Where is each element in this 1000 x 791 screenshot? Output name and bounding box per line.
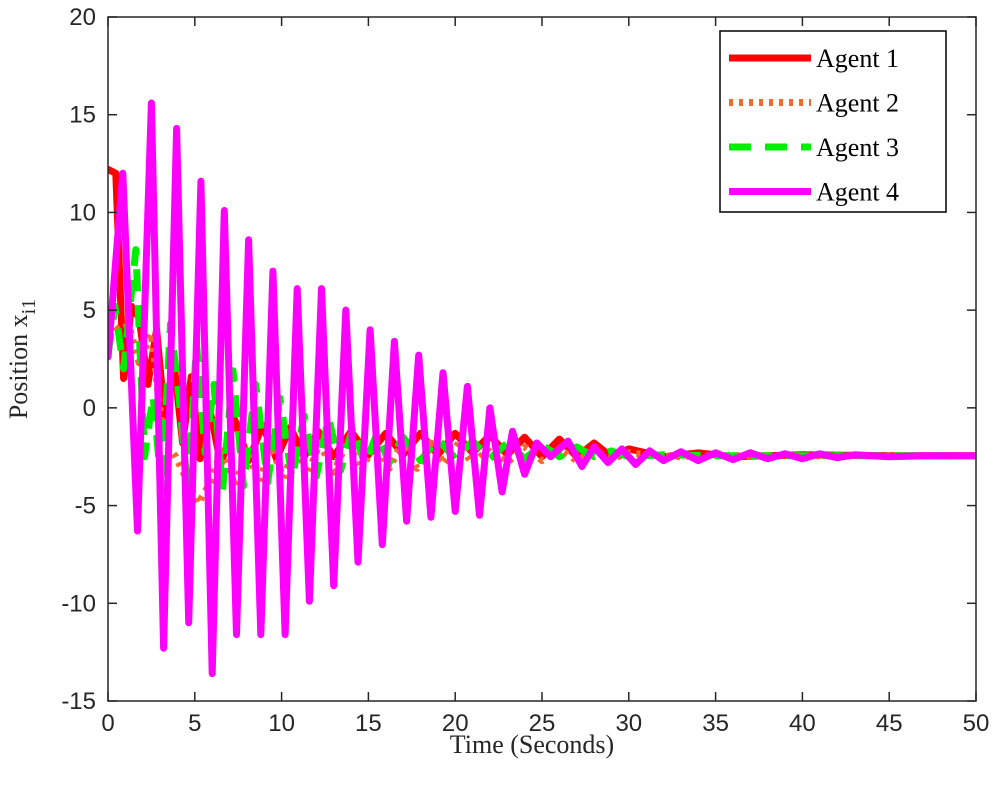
- series-layer: [108, 99, 976, 678]
- x-tick-label: 10: [268, 710, 295, 737]
- x-tick-label: 5: [188, 710, 201, 737]
- y-axis-title: Position x: [4, 314, 33, 419]
- legend-label-agent-2: Agent 2: [816, 89, 899, 118]
- series-line-agent-4: [108, 99, 976, 678]
- y-tick-label: -10: [61, 590, 96, 617]
- tick-marks: [107, 16, 977, 702]
- y-tick-label: 5: [83, 297, 96, 324]
- y-axis-title-subscript: i1: [18, 299, 40, 315]
- y-axis-title-group: Position xi1: [4, 299, 40, 419]
- x-tick-label: 0: [101, 710, 114, 737]
- x-tick-label: 35: [702, 710, 729, 737]
- legend-label-agent-3: Agent 3: [816, 133, 899, 162]
- legend-label-agent-1: Agent 1: [816, 44, 899, 73]
- y-tick-label: 0: [83, 395, 96, 422]
- x-tick-label: 20: [442, 710, 469, 737]
- x-tick-label: 45: [876, 710, 903, 737]
- series-line-agent-3: [108, 246, 976, 496]
- x-tick-label: 25: [529, 710, 556, 737]
- y-tick-label: 10: [69, 199, 96, 226]
- y-tick-label: -15: [61, 688, 96, 715]
- x-tick-label: 40: [789, 710, 816, 737]
- tick-labels: 0 5 10 15 20 25 30 35 40 45 50 -15 -10 -5 0 5 10 15 20: [61, 4, 989, 737]
- legend-label-agent-4: Agent 4: [816, 178, 899, 207]
- y-tick-label: 20: [69, 4, 96, 31]
- x-tick-label: 15: [355, 710, 382, 737]
- x-tick-label: 50: [963, 710, 990, 737]
- y-tick-label: -5: [75, 493, 96, 520]
- legend: Agent 1 Agent 2 Agent 3 Agent 4: [719, 30, 947, 213]
- y-tick-label: 15: [69, 102, 96, 129]
- x-tick-label: 30: [615, 710, 642, 737]
- x-axis-title: Time (Seconds): [450, 730, 614, 759]
- svg-text:Position xi1: Position xi1: [4, 299, 40, 419]
